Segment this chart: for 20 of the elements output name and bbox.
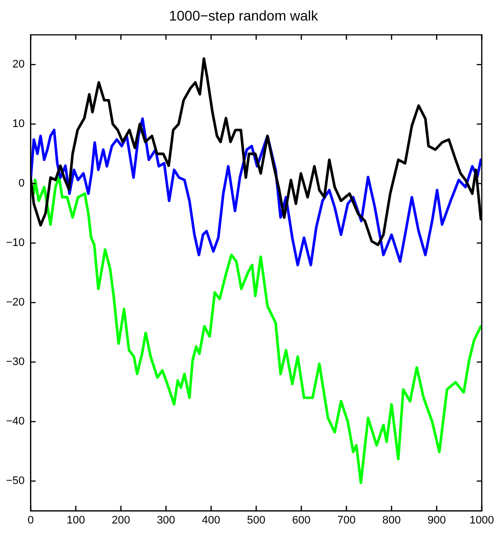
x-tick-label: 1000 (470, 514, 494, 526)
y-tick-label: −10 (6, 237, 25, 250)
x-tick-label: 100 (66, 514, 85, 526)
chart-title: 1000−step random walk (168, 7, 320, 24)
x-tick-label: 900 (427, 514, 446, 526)
x-tick-label: 300 (156, 514, 176, 526)
y-tick-label: −20 (6, 296, 25, 309)
y-tick-label: 20 (12, 58, 25, 71)
y-tick-label: −40 (6, 416, 25, 428)
x-tick-label: 600 (292, 514, 310, 526)
y-tick-label: −30 (6, 356, 25, 368)
x-tick-label: 400 (202, 514, 220, 526)
x-tick-label: 800 (382, 514, 401, 526)
y-tick-label: 10 (12, 118, 25, 130)
y-tick-label: −50 (6, 475, 25, 488)
x-tick-label: 700 (337, 514, 356, 526)
x-tick-label: 0 (28, 514, 34, 526)
x-tick-label: 200 (112, 514, 130, 526)
y-tick-label: 0 (18, 178, 25, 190)
x-tick-label: 500 (247, 514, 266, 526)
